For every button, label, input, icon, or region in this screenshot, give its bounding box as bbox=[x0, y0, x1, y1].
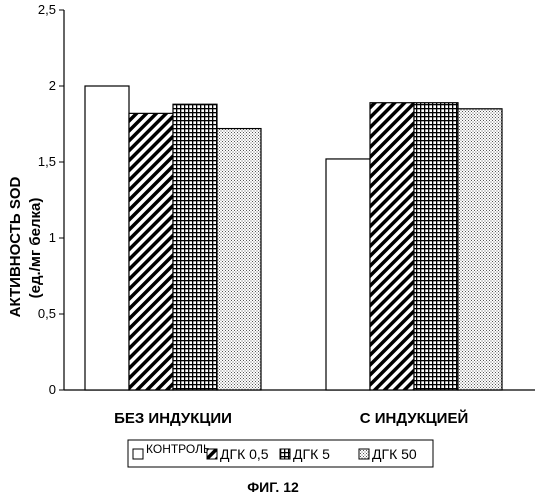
bar-1-1 bbox=[85, 86, 129, 390]
bar-2-3 bbox=[414, 103, 458, 390]
legend-label-3: ДГК 5 bbox=[293, 446, 330, 462]
y-axis-label-unit: (ед./мг белка) bbox=[27, 198, 44, 299]
y-axis-label-main: АКТИВНОСТЬ SOD bbox=[7, 176, 24, 317]
category-labels: БЕЗ ИНДУКЦИИ С ИНДУКЦИЕЙ bbox=[114, 409, 468, 427]
bars bbox=[85, 86, 502, 390]
bar-2-4 bbox=[458, 109, 502, 390]
bar-1-3 bbox=[173, 104, 217, 390]
bar-2-1 bbox=[326, 159, 370, 390]
legend-swatch-4 bbox=[359, 449, 369, 459]
legend-swatch-3 bbox=[280, 449, 290, 459]
y-tick-label: 1,5 bbox=[38, 154, 56, 169]
y-axis-title: АКТИВНОСТЬ SOD (ед./мг белка) bbox=[7, 176, 44, 317]
y-tick-label: 2,5 bbox=[38, 2, 56, 17]
legend-swatch-1 bbox=[133, 449, 143, 459]
figure-caption: ФИГ. 12 bbox=[247, 479, 299, 495]
legend: КОНТРОЛЬ ДГК 0,5 ДГК 5 ДГК 50 bbox=[128, 440, 433, 467]
y-tick-label: 0 bbox=[49, 382, 56, 397]
y-tick-label: 0,5 bbox=[38, 306, 56, 321]
legend-label-2: ДГК 0,5 bbox=[220, 446, 269, 462]
y-tick-label: 1 bbox=[49, 230, 56, 245]
legend-label-1: КОНТРОЛЬ bbox=[146, 442, 211, 456]
bar-2-2 bbox=[370, 103, 414, 390]
y-tick-label: 2 bbox=[49, 78, 56, 93]
category-label: БЕЗ ИНДУКЦИИ bbox=[114, 410, 232, 427]
bar-1-2 bbox=[129, 113, 173, 390]
legend-label-4: ДГК 50 bbox=[372, 446, 417, 462]
bar-1-4 bbox=[217, 129, 261, 390]
legend-swatch-2 bbox=[207, 449, 217, 459]
category-label: С ИНДУКЦИЕЙ bbox=[360, 409, 469, 427]
